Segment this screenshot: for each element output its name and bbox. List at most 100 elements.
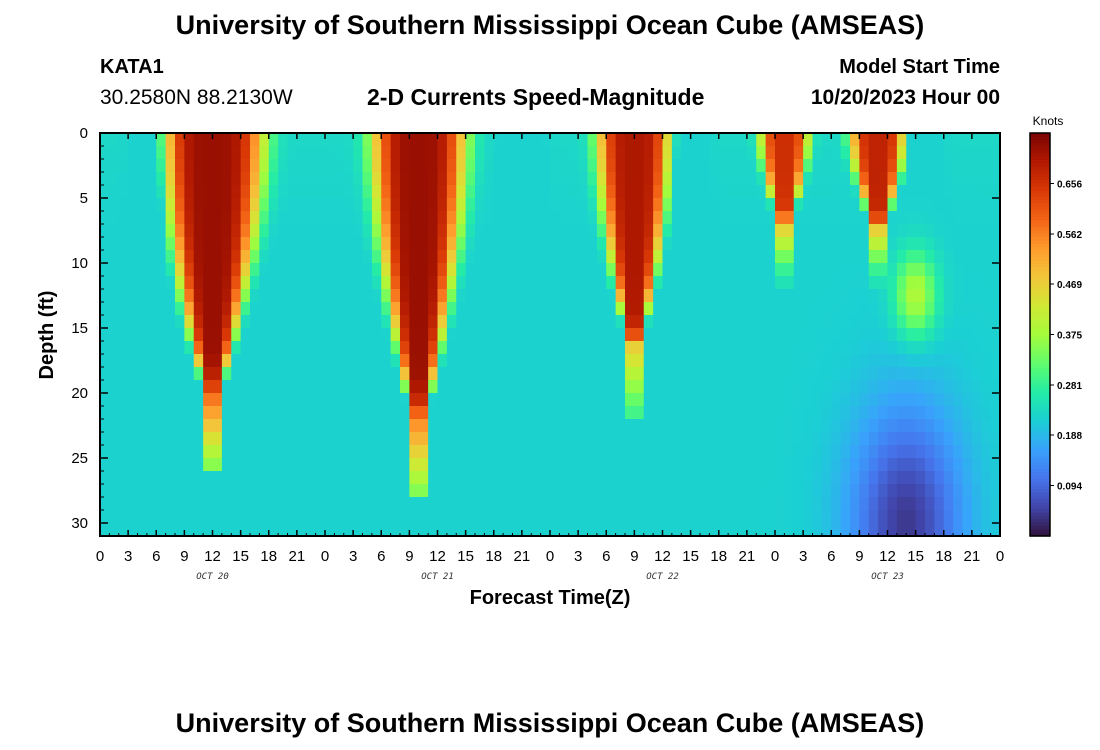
heatmap-cell xyxy=(409,224,420,238)
heatmap-cell xyxy=(315,276,326,290)
heatmap-cell xyxy=(400,367,410,381)
heatmap-cell xyxy=(531,406,542,420)
heatmap-cell xyxy=(606,484,617,498)
heatmap-cell xyxy=(343,484,354,498)
colorbar-swatch xyxy=(1030,468,1050,473)
heatmap-cell xyxy=(934,315,945,329)
heatmap-cell xyxy=(493,224,504,238)
heatmap-cell xyxy=(887,471,898,485)
heatmap-cell xyxy=(896,445,907,459)
colorbar-swatch xyxy=(1030,136,1050,141)
heatmap-cell xyxy=(906,133,917,147)
heatmap-cell xyxy=(371,237,382,251)
heatmap-cell xyxy=(512,276,523,290)
heatmap-cell xyxy=(718,341,729,355)
heatmap-cell xyxy=(268,237,279,251)
heatmap-cell xyxy=(193,276,204,290)
heatmap-cell xyxy=(962,458,973,472)
heatmap-cell xyxy=(887,432,898,446)
heatmap-cell xyxy=(737,367,748,381)
heatmap-cell xyxy=(868,224,879,238)
heatmap-cell xyxy=(775,406,785,420)
heatmap-cell xyxy=(718,315,729,329)
heatmap-cell xyxy=(390,211,401,225)
heatmap-cell xyxy=(184,432,195,446)
heatmap-cell xyxy=(578,185,589,199)
heatmap-cell xyxy=(943,497,954,511)
heatmap-cell xyxy=(906,497,917,511)
heatmap-cell xyxy=(137,406,148,420)
heatmap-cell xyxy=(662,419,673,433)
heatmap-cell xyxy=(690,159,701,173)
heatmap-cell xyxy=(437,159,448,173)
heatmap-cell xyxy=(306,211,317,225)
heatmap-cell xyxy=(643,133,654,147)
heatmap-cell xyxy=(850,445,860,459)
heatmap-cell xyxy=(343,302,354,316)
heatmap-cell xyxy=(184,367,195,381)
heatmap-cell xyxy=(896,133,907,147)
heatmap-cell xyxy=(784,185,795,199)
heatmap-cell xyxy=(268,380,279,394)
heatmap-cell xyxy=(118,393,129,407)
heatmap-cell xyxy=(878,289,889,303)
heatmap-cell xyxy=(343,380,354,394)
heatmap-cell xyxy=(334,172,345,186)
heatmap-cell xyxy=(521,133,532,147)
heatmap-cell xyxy=(840,276,851,290)
heatmap-cell xyxy=(925,185,935,199)
heatmap-cell xyxy=(390,289,401,303)
heatmap-cell xyxy=(240,250,251,264)
heatmap-cell xyxy=(878,250,889,264)
heatmap-cell xyxy=(400,224,410,238)
x-tick-label: 12 xyxy=(204,548,221,565)
heatmap-cell xyxy=(118,224,129,238)
heatmap-cell xyxy=(493,354,504,368)
heatmap-cell xyxy=(100,367,110,381)
heatmap-cell xyxy=(962,406,973,420)
heatmap-cell xyxy=(165,198,176,212)
heatmap-cell xyxy=(803,302,814,316)
heatmap-cell xyxy=(709,237,720,251)
heatmap-cell xyxy=(212,510,223,524)
heatmap-cell xyxy=(681,185,692,199)
heatmap-cell xyxy=(934,471,945,485)
heatmap-cell xyxy=(306,224,317,238)
heatmap-cell xyxy=(268,523,279,537)
x-tick-label: 12 xyxy=(654,548,671,565)
heatmap-cell xyxy=(728,523,739,537)
heatmap-cell xyxy=(137,250,148,264)
heatmap-cell xyxy=(137,289,148,303)
heatmap-cell xyxy=(156,458,167,472)
heatmap-cell xyxy=(934,445,945,459)
heatmap-cell xyxy=(634,419,645,433)
heatmap-cell xyxy=(409,172,420,186)
heatmap-cell xyxy=(428,484,439,498)
heatmap-cell xyxy=(737,289,748,303)
heatmap-cell xyxy=(981,523,992,537)
heatmap-cell xyxy=(146,315,157,329)
heatmap-cell xyxy=(175,185,185,199)
heatmap-cell xyxy=(250,159,260,173)
heatmap-cell xyxy=(371,367,382,381)
heatmap-cell xyxy=(634,250,645,264)
heatmap-cell xyxy=(540,250,551,264)
heatmap-cell xyxy=(306,523,317,537)
heatmap-cell xyxy=(878,302,889,316)
heatmap-cell xyxy=(428,146,439,160)
heatmap-cell xyxy=(456,406,467,420)
heatmap-cell xyxy=(278,159,289,173)
heatmap-cell xyxy=(493,432,504,446)
heatmap-cell xyxy=(231,419,242,433)
heatmap-cell xyxy=(821,263,832,277)
heatmap-cell xyxy=(400,406,410,420)
heatmap-cell xyxy=(831,172,842,186)
heatmap-cell xyxy=(109,198,120,212)
heatmap-cell xyxy=(521,289,532,303)
heatmap-cell xyxy=(550,471,560,485)
colorbar-swatch xyxy=(1030,163,1050,168)
heatmap-cell xyxy=(962,198,973,212)
heatmap-cell xyxy=(568,445,579,459)
heatmap-cell xyxy=(971,510,982,524)
heatmap-cell xyxy=(175,328,185,342)
